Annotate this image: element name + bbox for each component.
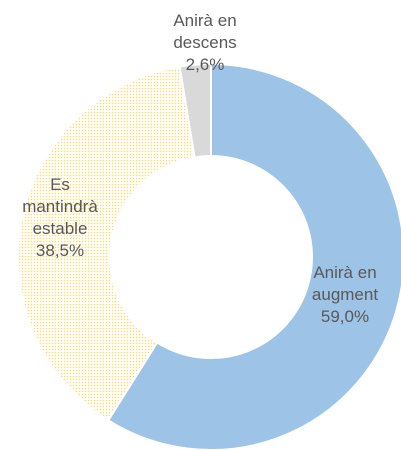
slice xyxy=(17,65,196,422)
slice-label: Es mantindrà estable 38,5% xyxy=(10,174,110,262)
slice xyxy=(178,62,212,159)
value-label: 2,6% xyxy=(185,55,225,74)
value-label: 59,0% xyxy=(320,307,370,326)
value-label: 38,5% xyxy=(35,241,85,260)
category-label: Es mantindrà estable xyxy=(22,175,98,238)
slice-label: Anirà en augment 59,0% xyxy=(295,262,395,328)
category-label: Anirà en descens xyxy=(173,11,237,52)
category-label: Anirà en augment xyxy=(311,263,379,304)
slice xyxy=(106,62,401,450)
slice-label: Anirà en descens 2,6% xyxy=(150,10,260,76)
